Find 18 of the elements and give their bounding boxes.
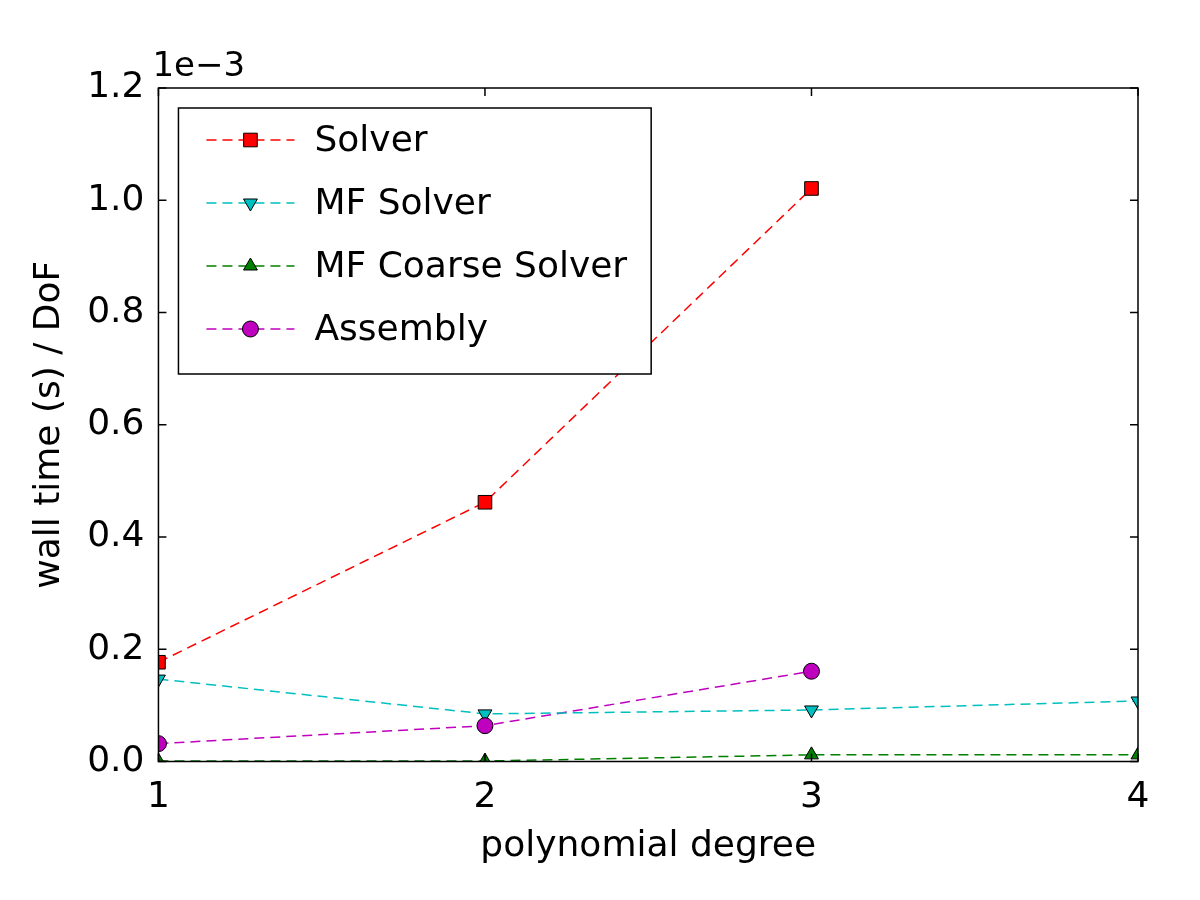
y-tick-label: 0.2 [87,625,145,667]
y-tick-label: 0.6 [87,401,145,443]
x-tick-label: 2 [473,773,497,815]
legend-label: MF Coarse Solver [314,244,628,286]
y-axis-title: wall time (s) / DoF [25,260,67,589]
legend-label: Solver [314,118,428,160]
legend-label: Assembly [314,307,488,349]
y-tick-label: 0.0 [87,737,145,779]
y-tick-label: 0.8 [87,288,145,330]
x-tick-label: 1 [147,773,170,815]
y-tick-label: 0.4 [87,513,145,555]
x-tick-label: 3 [800,773,823,815]
x-axis-title: polynomial degree [480,822,817,864]
y-tick-label: 1.0 [87,176,145,218]
legend-label: MF Solver [314,181,491,223]
x-tick-label: 4 [1126,773,1150,815]
y-tick-label: 1.2 [87,64,145,106]
text: 1e−3 [152,43,246,84]
